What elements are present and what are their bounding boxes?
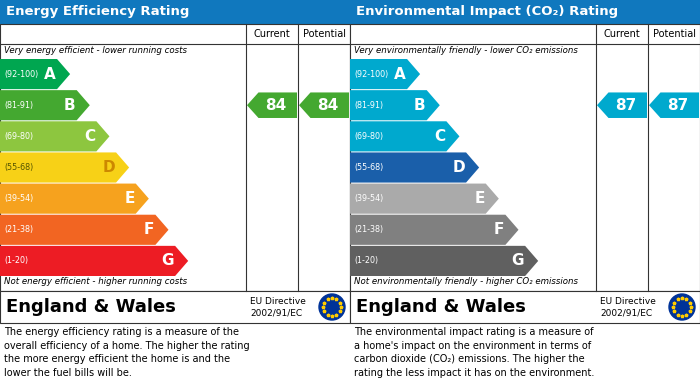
Text: F: F [144,222,155,237]
Text: (21-38): (21-38) [4,225,33,234]
Bar [350,0,700,24]
Circle shape [669,294,695,320]
Text: F: F [494,222,505,237]
Text: 87: 87 [667,98,689,113]
Polygon shape [597,92,647,118]
Text: (81-91): (81-91) [354,101,383,110]
Text: 87: 87 [615,98,636,113]
Text: C: C [434,129,445,144]
Text: (39-54): (39-54) [4,194,34,203]
Text: (1-20): (1-20) [354,256,378,265]
Text: EU Directive
2002/91/EC: EU Directive 2002/91/EC [600,297,656,317]
Polygon shape [350,90,440,120]
Text: (55-68): (55-68) [354,163,384,172]
Text: Current: Current [603,29,640,39]
Polygon shape [350,246,538,276]
Polygon shape [247,92,297,118]
Text: D: D [102,160,115,175]
Text: (69-80): (69-80) [354,132,383,141]
Bar [350,24,700,44]
Text: G: G [162,253,174,269]
Text: Potential: Potential [652,29,696,39]
Text: B: B [64,98,76,113]
Bar [0,0,350,24]
Polygon shape [350,152,479,183]
Polygon shape [0,215,169,245]
Bar [350,24,700,291]
Polygon shape [350,59,420,89]
Text: Current: Current [253,29,290,39]
Polygon shape [350,215,519,245]
Text: The energy efficiency rating is a measure of the
overall efficiency of a home. T: The energy efficiency rating is a measur… [4,327,250,378]
Polygon shape [649,92,699,118]
Text: B: B [414,98,426,113]
Bar [350,291,700,323]
Text: Not energy efficient - higher running costs: Not energy efficient - higher running co… [4,277,187,286]
Bar [0,291,350,323]
Polygon shape [350,183,499,214]
Text: E: E [475,191,484,206]
Bar [0,24,350,44]
Text: Very energy efficient - lower running costs: Very energy efficient - lower running co… [4,46,187,55]
Text: G: G [512,253,524,269]
Polygon shape [350,121,459,151]
Text: Very environmentally friendly - lower CO₂ emissions: Very environmentally friendly - lower CO… [354,46,578,55]
Text: Potential: Potential [302,29,346,39]
Text: 84: 84 [317,98,339,113]
Text: D: D [452,160,465,175]
Polygon shape [0,121,109,151]
Text: (39-54): (39-54) [354,194,384,203]
Text: (69-80): (69-80) [4,132,33,141]
Polygon shape [299,92,349,118]
Text: (55-68): (55-68) [4,163,34,172]
Text: England & Wales: England & Wales [6,298,176,316]
Text: (81-91): (81-91) [4,101,33,110]
Polygon shape [0,59,70,89]
Text: The environmental impact rating is a measure of
a home's impact on the environme: The environmental impact rating is a mea… [354,327,594,378]
Text: England & Wales: England & Wales [356,298,526,316]
Polygon shape [0,183,149,214]
Circle shape [319,294,345,320]
Polygon shape [0,246,188,276]
Text: Environmental Impact (CO₂) Rating: Environmental Impact (CO₂) Rating [356,5,618,18]
Text: E: E [125,191,134,206]
Text: Not environmentally friendly - higher CO₂ emissions: Not environmentally friendly - higher CO… [354,277,578,286]
Text: (92-100): (92-100) [354,70,388,79]
Text: 84: 84 [265,98,286,113]
Text: Energy Efficiency Rating: Energy Efficiency Rating [6,5,190,18]
Text: EU Directive
2002/91/EC: EU Directive 2002/91/EC [250,297,306,317]
Text: (21-38): (21-38) [354,225,383,234]
Text: (1-20): (1-20) [4,256,28,265]
Bar [0,24,350,291]
Text: C: C [84,129,95,144]
Polygon shape [0,152,129,183]
Polygon shape [0,90,90,120]
Text: (92-100): (92-100) [4,70,39,79]
Text: A: A [394,66,406,82]
Text: A: A [44,66,56,82]
